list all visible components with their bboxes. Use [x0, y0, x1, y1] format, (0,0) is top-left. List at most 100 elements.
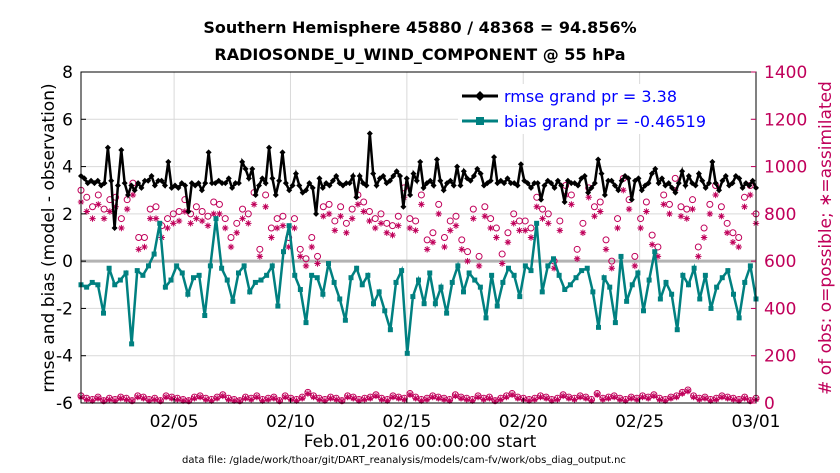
obs-assimilated-marker: [662, 397, 669, 404]
bias-point: [528, 268, 534, 274]
obs-assimilated-marker: [554, 396, 561, 403]
rmse-point: [289, 182, 296, 189]
legend-rmse-label: rmse grand pr = 3.38: [504, 87, 677, 106]
rmse-point: [279, 149, 286, 156]
obs-possible-marker: [654, 243, 662, 251]
obs-possible-marker: [308, 234, 316, 241]
obs-possible-marker: [331, 217, 339, 225]
rmse-point: [679, 168, 686, 175]
obs-assimilated-marker: [588, 397, 595, 404]
rmse-point: [507, 180, 514, 187]
obs-assimilated-marker: [463, 396, 470, 403]
obs-assimilated-marker: [147, 215, 154, 222]
rmse-point: [722, 173, 729, 180]
obs-assimilated-marker: [227, 243, 235, 251]
rmse-point: [695, 170, 702, 177]
obs-assimilated-marker: [145, 397, 153, 404]
rmse-point: [175, 184, 182, 191]
bias-point: [101, 310, 106, 316]
obs-possible-marker: [348, 205, 356, 213]
bias-point: [731, 291, 736, 297]
rmse-point: [672, 189, 679, 196]
obs-assimilated-marker: [435, 210, 442, 218]
obs-assimilated-marker: [141, 243, 148, 251]
obs-assimilated-marker: [724, 395, 731, 402]
rmse-point: [255, 182, 262, 189]
obs-possible-marker: [412, 217, 420, 225]
obs-possible-marker: [94, 191, 102, 199]
rmse-point: [685, 173, 692, 180]
obs-possible-marker: [452, 212, 460, 220]
rmse-point: [313, 210, 320, 217]
bias-point: [416, 277, 421, 283]
rmse-point: [131, 187, 138, 194]
rmse-point: [118, 147, 125, 154]
rmse-point: [514, 182, 521, 189]
obs-assimilated-marker: [270, 395, 278, 402]
obs-assimilated-marker: [452, 392, 459, 400]
obs-assimilated-marker: [164, 224, 171, 232]
obs-possible-marker: [377, 210, 385, 218]
obs-assimilated-marker: [481, 213, 489, 220]
bias-point: [472, 277, 478, 283]
obs-possible-marker: [677, 203, 685, 211]
rmse-point: [504, 175, 511, 182]
obs-possible-marker: [100, 205, 108, 213]
obs-assimilated-marker: [259, 397, 266, 404]
rmse-point: [554, 177, 561, 184]
rmse-point: [749, 177, 756, 184]
obs-possible-marker: [227, 234, 235, 241]
obs-possible-marker: [204, 212, 212, 220]
rmse-point: [128, 182, 135, 189]
rmse-point: [447, 177, 454, 184]
rmse-point: [585, 189, 592, 196]
obs-possible-marker: [429, 229, 437, 237]
bias-point: [466, 270, 472, 276]
obs-assimilated-marker: [503, 393, 510, 401]
rmse-point: [393, 168, 400, 175]
left-y-tick-label: -2: [56, 299, 73, 319]
obs-assimilated-marker: [504, 239, 512, 246]
obs-possible-marker: [735, 234, 743, 241]
obs-assimilated-marker: [123, 396, 130, 403]
obs-assimilated-marker: [741, 203, 748, 210]
obs-assimilated-marker: [418, 397, 425, 404]
rmse-point: [501, 180, 508, 187]
rmse-point: [474, 165, 481, 172]
obs-assimilated-marker: [372, 224, 379, 232]
rmse-point: [239, 158, 246, 165]
obs-assimilated-marker: [516, 227, 523, 234]
obs-assimilated-marker: [401, 396, 408, 403]
bias-point: [624, 298, 630, 304]
bias-point: [213, 216, 219, 222]
rmse-point: [329, 177, 336, 184]
obs-possible-marker: [417, 191, 425, 199]
rmse-point: [608, 177, 615, 184]
obs-assimilated-marker: [372, 392, 380, 400]
bias-point: [483, 315, 489, 321]
bias-point: [601, 275, 607, 281]
rmse-point: [628, 196, 635, 203]
obs-assimilated-marker: [378, 396, 385, 403]
obs-assimilated-marker: [741, 395, 748, 402]
obs-possible-marker: [360, 198, 368, 206]
obs-assimilated-marker: [556, 227, 564, 234]
bias-point: [489, 272, 495, 278]
rmse-point: [252, 191, 259, 198]
bias-point: [596, 324, 601, 330]
obs-assimilated-marker: [264, 396, 272, 403]
rmse-point: [601, 191, 608, 198]
bias-point: [303, 320, 309, 326]
obs-assimilated-marker: [94, 395, 102, 402]
obs-assimilated-marker: [83, 208, 90, 215]
obs-assimilated-marker: [304, 390, 312, 397]
obs-assimilated-marker: [690, 393, 697, 401]
rmse-point: [433, 156, 440, 163]
bias-point: [252, 279, 258, 285]
obs-possible-marker: [192, 203, 200, 211]
obs-possible-marker: [435, 200, 443, 208]
rmse-point: [638, 187, 645, 194]
obs-assimilated-marker: [474, 393, 482, 401]
rmse-point: [427, 177, 434, 184]
obs-assimilated-marker: [360, 208, 367, 215]
